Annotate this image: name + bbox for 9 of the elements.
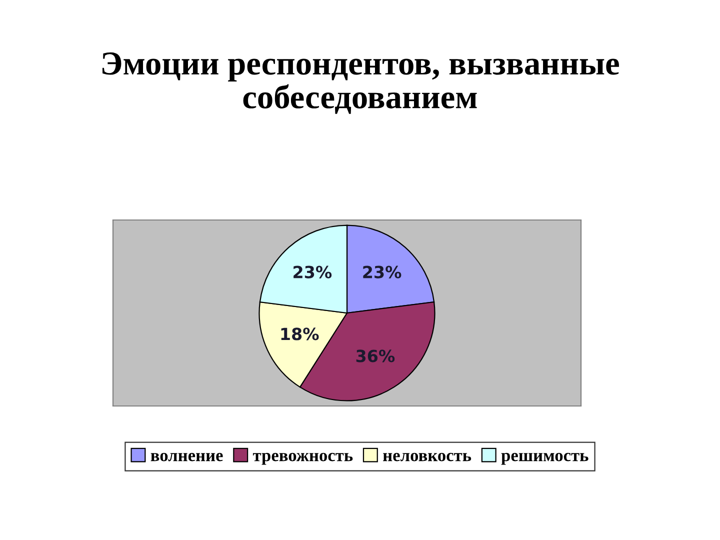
data-label: 36%: [356, 350, 395, 362]
data-label: 23%: [294, 266, 332, 278]
legend-label: решимость: [501, 452, 588, 465]
legend-label: тревожность: [252, 452, 353, 465]
legend-label: неловкость: [383, 452, 472, 462]
chart-title: Эмоции респондентов, вызванные собеседованием: [102, 52, 619, 114]
data-label: 23%: [363, 266, 402, 278]
data-label: 18%: [281, 328, 319, 340]
legend-label: волнение: [150, 452, 223, 462]
